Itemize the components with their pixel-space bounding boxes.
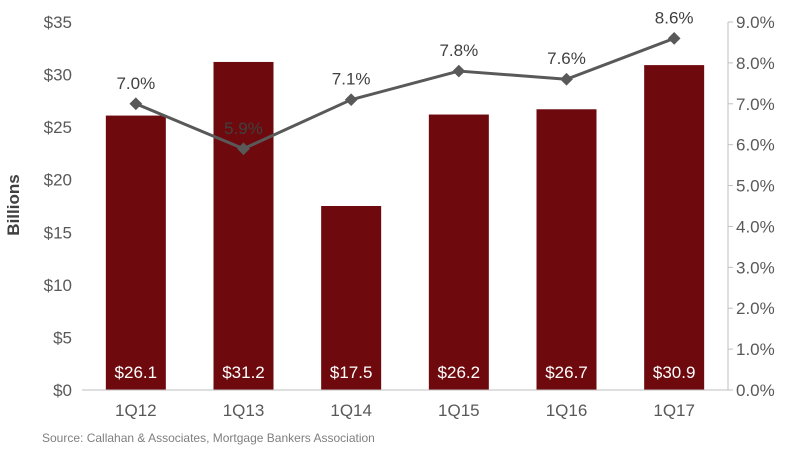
line-data-label: 7.6%	[547, 49, 586, 68]
line-marker	[129, 97, 143, 111]
x-tick-label: 1Q17	[653, 401, 695, 420]
line-marker	[237, 142, 250, 156]
right-tick-label: 9.0%	[736, 13, 775, 32]
left-tick-label: $35	[44, 13, 72, 32]
line-path	[135, 36, 675, 151]
bar	[536, 109, 597, 391]
left-tick-label: $20	[44, 171, 72, 190]
bar-data-label: $26.2	[438, 363, 481, 382]
bar-data-label: $30.9	[653, 363, 696, 382]
x-tick-label: 1Q13	[223, 401, 265, 420]
right-tick-label: 4.0%	[736, 217, 775, 236]
bars: $26.1 $31.2 $17.5 $26.2 $26.7 $30.9	[105, 61, 705, 391]
y-axis-label: Billions	[4, 174, 23, 235]
right-axis-ticks: 0.0% 1.0% 2.0% 3.0% 4.0% 5.0% 6.0% 7.0% 8.0% 9.0%	[728, 13, 775, 400]
left-tick-label: $0	[53, 381, 72, 400]
left-tick-label: $25	[44, 118, 72, 137]
x-tick-label: 1Q15	[438, 401, 480, 420]
bar	[321, 206, 382, 390]
bar	[105, 115, 166, 390]
right-tick-label: 8.0%	[736, 54, 775, 73]
left-tick-label: $30	[44, 66, 72, 85]
line-data-label: 7.0%	[116, 74, 155, 93]
line-series: 7.0% 5.9% 7.1% 7.8% 7.6% 8.6%	[116, 8, 694, 156]
right-tick-label: 5.0%	[736, 177, 775, 196]
x-axis-ticks: 1Q12 1Q13 1Q14 1Q15 1Q16 1Q17	[115, 401, 695, 420]
bar	[644, 65, 705, 390]
line-data-label: 7.8%	[439, 41, 478, 60]
bar-data-label: $26.1	[115, 363, 158, 382]
right-tick-label: 7.0%	[736, 95, 775, 114]
source-note: Source: Callahan & Associates, Mortgage …	[42, 431, 375, 445]
line-marker	[344, 93, 358, 107]
left-tick-label: $5	[53, 328, 72, 347]
chart: $0 $5 $10 $15 $20 $25 $30 $35 0.0% 1.0% 2.0% 3.0% 4…	[4, 8, 775, 420]
right-tick-label: 0.0%	[736, 381, 775, 400]
right-tick-label: 2.0%	[736, 299, 775, 318]
bar-data-label: $17.5	[330, 363, 373, 382]
line-data-label: 8.6%	[655, 8, 694, 27]
line-marker	[667, 31, 681, 45]
left-axis-ticks: $0 $5 $10 $15 $20 $25 $30 $35	[44, 13, 72, 400]
right-tick-label: 1.0%	[736, 340, 775, 359]
bar	[428, 114, 489, 391]
bar-data-label: $31.2	[222, 363, 265, 382]
bar	[213, 61, 274, 390]
right-tick-label: 6.0%	[736, 136, 775, 155]
x-tick-label: 1Q12	[115, 401, 157, 420]
left-tick-label: $10	[44, 276, 72, 295]
bar-data-label: $26.7	[545, 363, 588, 382]
x-tick-label: 1Q14	[330, 401, 372, 420]
line-data-label: 7.1%	[332, 70, 371, 89]
line-marker	[452, 64, 466, 78]
line-data-label: 5.9%	[224, 119, 263, 138]
right-tick-label: 3.0%	[736, 258, 775, 277]
left-tick-label: $15	[44, 223, 72, 242]
line-marker	[560, 72, 573, 86]
x-tick-label: 1Q16	[546, 401, 588, 420]
